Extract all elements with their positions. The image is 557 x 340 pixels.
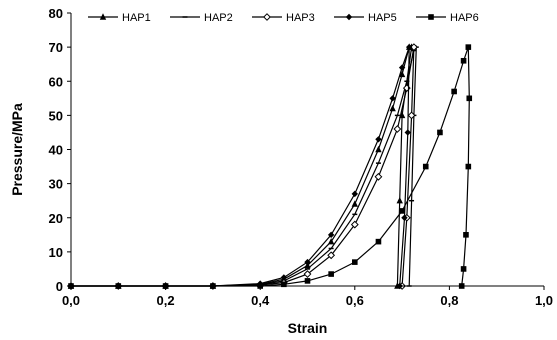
x-tick-label: 0,6 (346, 293, 364, 308)
data-point (304, 278, 311, 284)
data-point (463, 232, 469, 238)
data-point (401, 214, 408, 221)
data-point (263, 13, 271, 21)
data-point (466, 95, 473, 102)
x-tick-label: 0,0 (62, 293, 80, 308)
data-point (99, 13, 107, 20)
data-point (350, 220, 359, 229)
series-hap1 (67, 43, 415, 289)
y-tick-label: 40 (49, 143, 63, 158)
series-line (71, 46, 413, 287)
data-point (451, 88, 457, 95)
x-axis-label: Strain (288, 320, 328, 336)
data-point (410, 43, 418, 52)
data-point (351, 190, 358, 198)
y-axis-label: Pressure/MPa (9, 103, 25, 196)
legend-item-hap5: HAP5 (334, 12, 397, 24)
legend-item-hap2: HAP2 (170, 12, 233, 24)
data-point (375, 145, 382, 153)
series-line (71, 45, 417, 287)
axes-layer: 0 10 20 30 40 50 60 70 80 0,0 0,2 0,4 0,6 0,8 1,0 (49, 6, 554, 308)
legend-item-hap1: HAP1 (88, 12, 151, 24)
series-hap6 (68, 44, 473, 289)
data-point (303, 270, 312, 278)
data-point (375, 238, 382, 245)
x-tick-label: 0,8 (440, 293, 458, 308)
legend-label: HAP1 (122, 12, 151, 24)
legend: HAP1 HAP2 HAP3 HAP5 HAP6 (88, 12, 479, 24)
data-point (428, 14, 434, 20)
data-point (465, 44, 472, 50)
data-point (352, 259, 358, 265)
data-point (405, 43, 413, 51)
data-point (460, 57, 467, 64)
legend-label: HAP5 (368, 12, 397, 24)
legend-item-hap6: HAP6 (416, 12, 479, 24)
y-tick-label: 0 (56, 279, 63, 294)
legend-label: HAP2 (204, 12, 233, 24)
y-tick-label: 10 (49, 245, 63, 260)
data-point (345, 13, 353, 21)
data-point (351, 200, 358, 207)
data-point (374, 172, 383, 181)
x-tick-label: 0,2 (157, 293, 175, 308)
data-point (280, 274, 288, 281)
y-tick-label: 50 (49, 108, 63, 123)
data-point (389, 95, 396, 102)
data-point (327, 237, 335, 245)
data-point (375, 136, 382, 143)
data-point (465, 163, 472, 170)
x-tick-label: 0,4 (251, 293, 270, 308)
series-line (71, 46, 410, 287)
data-point (404, 129, 411, 136)
data-point (398, 64, 406, 71)
data-point (398, 70, 406, 78)
series-hap3 (67, 43, 418, 290)
data-point (389, 104, 396, 112)
data-point (396, 196, 403, 204)
y-tick-label: 60 (49, 74, 63, 89)
series-layer (67, 43, 473, 290)
legend-label: HAP3 (286, 12, 315, 24)
data-point (328, 271, 334, 277)
data-point (393, 125, 402, 133)
y-tick-label: 80 (49, 6, 63, 21)
data-point (304, 258, 311, 266)
legend-item-hap3: HAP3 (252, 12, 315, 24)
x-tick-label: 1,0 (535, 293, 553, 308)
data-point (407, 111, 416, 120)
y-tick-label: 30 (49, 177, 63, 192)
y-tick-label: 20 (49, 211, 63, 226)
series-line (71, 46, 415, 287)
series-hap5 (67, 43, 413, 290)
y-tick-label: 70 (49, 40, 63, 55)
data-point (437, 129, 443, 136)
data-point (281, 281, 287, 288)
data-point (399, 208, 405, 214)
data-point (460, 266, 467, 272)
data-point (327, 231, 335, 239)
legend-label: HAP6 (450, 12, 479, 24)
data-point (327, 251, 336, 260)
data-point (422, 163, 429, 170)
